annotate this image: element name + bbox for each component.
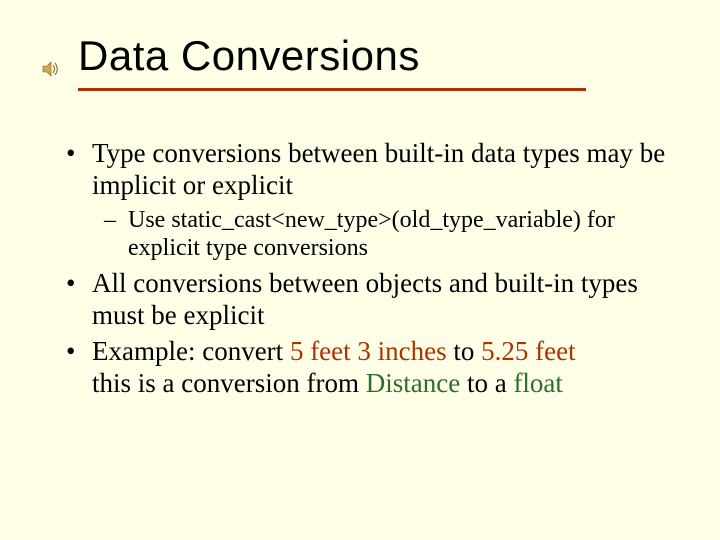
highlight-green: Distance: [366, 368, 460, 398]
highlight-red: 5 feet 3 inches: [290, 336, 447, 366]
sub-bullet-text: Use static_cast<new_type>(old_type_varia…: [128, 207, 615, 261]
sub-bullet-list: Use static_cast<new_type>(old_type_varia…: [92, 206, 670, 263]
bullet-item: Type conversions between built-in data t…: [60, 138, 670, 262]
slide-title: Data Conversions: [78, 32, 638, 80]
title-rule: [78, 88, 586, 91]
bullet-text-fragment: Example: convert: [92, 336, 290, 366]
body-text: Type conversions between built-in data t…: [60, 138, 670, 404]
title-block: Data Conversions: [78, 32, 638, 91]
bullet-text: All conversions between objects and buil…: [92, 268, 638, 330]
highlight-red: 5.25 feet: [481, 336, 575, 366]
bullet-text-fragment: to a: [460, 368, 513, 398]
bullet-item: Example: convert 5 feet 3 inches to 5.25…: [60, 336, 670, 400]
bullet-text-fragment: this is a conversion from: [92, 368, 366, 398]
slide: Data Conversions Type conversions betwee…: [0, 0, 720, 540]
sub-bullet-item: Use static_cast<new_type>(old_type_varia…: [92, 206, 670, 263]
speaker-icon[interactable]: [42, 60, 60, 78]
bullet-text: Type conversions between built-in data t…: [92, 138, 665, 200]
bullet-text-fragment: to: [447, 336, 482, 366]
bullet-list: Type conversions between built-in data t…: [60, 138, 670, 400]
highlight-green: float: [513, 368, 562, 398]
bullet-item: All conversions between objects and buil…: [60, 268, 670, 332]
